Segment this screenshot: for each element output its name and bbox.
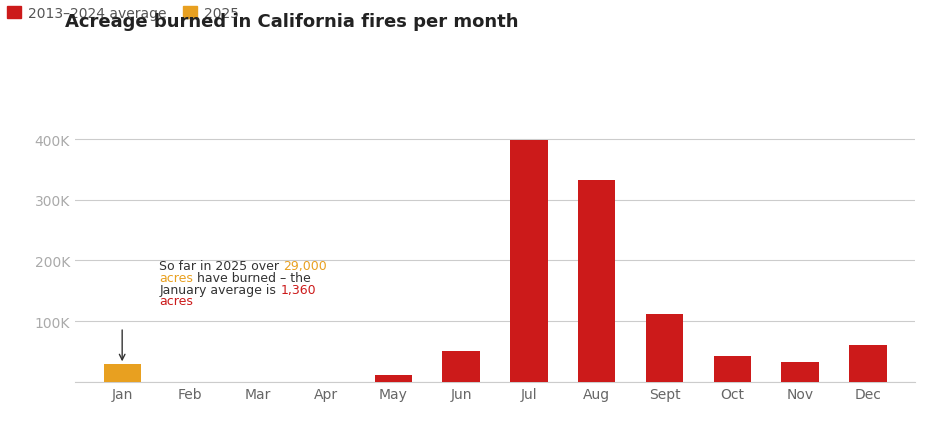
Bar — [782, 362, 819, 382]
Text: Acreage burned in California fires per month: Acreage burned in California fires per m… — [65, 13, 519, 31]
Text: have burned – the: have burned – the — [193, 272, 311, 285]
Legend: 2013–2024 average, 2025: 2013–2024 average, 2025 — [7, 7, 239, 21]
Bar — [714, 356, 751, 382]
Text: 1,360: 1,360 — [280, 283, 316, 296]
Text: acres: acres — [160, 272, 193, 285]
Bar — [578, 180, 616, 382]
Bar — [375, 375, 412, 382]
Bar — [645, 314, 683, 382]
Text: So far in 2025 over: So far in 2025 over — [160, 260, 283, 273]
Bar — [104, 381, 141, 382]
Bar — [849, 345, 886, 382]
Bar — [510, 141, 547, 382]
Text: acres: acres — [160, 295, 193, 308]
Text: January average is: January average is — [160, 283, 280, 296]
Bar — [104, 365, 141, 382]
Bar — [443, 352, 480, 382]
Text: 29,000: 29,000 — [283, 260, 327, 273]
